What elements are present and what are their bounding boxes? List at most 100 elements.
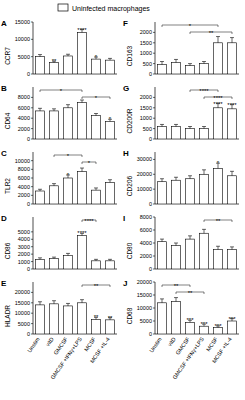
bar bbox=[228, 250, 237, 270]
y-axis-label: CD80 bbox=[126, 242, 133, 259]
bar bbox=[200, 233, 209, 269]
significance-label: *** bbox=[214, 323, 222, 329]
bar bbox=[92, 319, 101, 334]
bar bbox=[92, 261, 101, 269]
bars bbox=[158, 104, 237, 139]
bars bbox=[36, 30, 115, 74]
y-tick bbox=[153, 118, 155, 119]
panel-label: J bbox=[123, 279, 127, 288]
bar bbox=[106, 60, 115, 74]
error-bar bbox=[230, 171, 234, 175]
y-tick bbox=[153, 269, 155, 270]
y-tick-label: 10000 bbox=[15, 310, 30, 316]
error-bar bbox=[108, 180, 112, 183]
error-bar bbox=[160, 299, 164, 303]
y-tick bbox=[153, 42, 155, 43]
significance-label: * bbox=[67, 172, 70, 178]
significance-label: *** bbox=[200, 321, 208, 327]
y-tick bbox=[31, 74, 33, 75]
y-tick-label: 5000 bbox=[140, 318, 152, 324]
y-tick-label: 2000 bbox=[140, 29, 152, 35]
x-tick-label: vitD bbox=[166, 336, 176, 347]
x-tick-label: MCSF +IL-4 bbox=[211, 336, 233, 364]
y-tick bbox=[153, 74, 155, 75]
error-bar bbox=[174, 59, 178, 62]
error-bar bbox=[94, 259, 98, 260]
y-axis bbox=[33, 217, 34, 269]
y-tick bbox=[31, 160, 33, 161]
y-tick-label: 10000 bbox=[137, 186, 152, 192]
y-tick-label: 4000 bbox=[18, 184, 30, 190]
significance-label: **** bbox=[77, 230, 87, 236]
bar bbox=[36, 305, 45, 334]
bar bbox=[78, 32, 87, 74]
y-tick bbox=[31, 313, 33, 314]
bars bbox=[36, 233, 115, 269]
y-tick-label: 0 bbox=[27, 71, 30, 77]
bar bbox=[228, 176, 237, 204]
y-tick-label: 0 bbox=[27, 331, 30, 337]
bars bbox=[158, 37, 237, 74]
bar bbox=[172, 180, 181, 204]
bar bbox=[158, 182, 167, 204]
error-bar bbox=[38, 302, 42, 305]
x-tick-label: MCSF bbox=[83, 336, 97, 353]
y-axis bbox=[155, 152, 156, 204]
x-tick-label: Unstim bbox=[26, 336, 41, 354]
y-tick bbox=[153, 217, 155, 218]
y-tick bbox=[153, 189, 155, 190]
error-bar bbox=[38, 258, 42, 259]
x-axis bbox=[33, 74, 117, 75]
y-tick bbox=[153, 243, 155, 244]
significance-label: ** bbox=[52, 58, 57, 64]
x-axis bbox=[155, 269, 239, 270]
error-bar bbox=[202, 127, 206, 129]
x-axis bbox=[155, 74, 239, 75]
y-tick-label: 8000 bbox=[140, 214, 152, 220]
x-axis bbox=[33, 204, 117, 205]
bar bbox=[78, 236, 87, 269]
y-axis-label: CCR7 bbox=[4, 47, 11, 65]
y-tick bbox=[31, 195, 33, 196]
y-tick bbox=[31, 269, 33, 270]
bar bbox=[92, 116, 101, 139]
x-tick-label: MCSF +IL-4 bbox=[89, 336, 111, 364]
bar bbox=[186, 239, 195, 269]
bar bbox=[186, 66, 195, 74]
error-bar bbox=[66, 54, 70, 56]
error-bar bbox=[202, 170, 206, 174]
y-tick-label: 4000 bbox=[18, 236, 30, 242]
y-tick-label: 2000 bbox=[18, 192, 30, 198]
bar bbox=[78, 103, 87, 139]
panel-label: B bbox=[1, 84, 7, 93]
error-bar bbox=[38, 55, 42, 57]
y-tick-label: 15000 bbox=[15, 300, 30, 306]
bar bbox=[106, 320, 115, 334]
y-tick bbox=[153, 139, 155, 140]
x-axis bbox=[33, 139, 117, 140]
y-tick bbox=[153, 282, 155, 283]
y-tick bbox=[31, 107, 33, 108]
y-tick-label: 1000 bbox=[18, 259, 30, 265]
error-bar bbox=[202, 62, 206, 64]
significance-label: **** bbox=[199, 88, 209, 94]
bar bbox=[106, 121, 115, 139]
bars bbox=[36, 300, 115, 334]
bar bbox=[214, 250, 223, 270]
y-tick-label: 10000 bbox=[15, 36, 30, 42]
bar bbox=[158, 65, 167, 74]
error-bar bbox=[160, 124, 164, 126]
bar bbox=[78, 172, 87, 205]
y-tick-label: 20000 bbox=[15, 289, 30, 295]
bars bbox=[158, 229, 237, 269]
bar bbox=[186, 129, 195, 139]
legend-swatch bbox=[58, 4, 68, 11]
y-tick-label: 0 bbox=[27, 136, 30, 142]
bar bbox=[64, 108, 73, 139]
error-bar bbox=[108, 58, 112, 60]
bar bbox=[92, 190, 101, 204]
x-tick-label: GMCSF +IFNγ+LPS bbox=[171, 336, 205, 381]
x-tick-label: Unstim bbox=[148, 336, 163, 354]
y-axis-label: CD200R bbox=[126, 108, 133, 133]
y-tick bbox=[31, 239, 33, 240]
